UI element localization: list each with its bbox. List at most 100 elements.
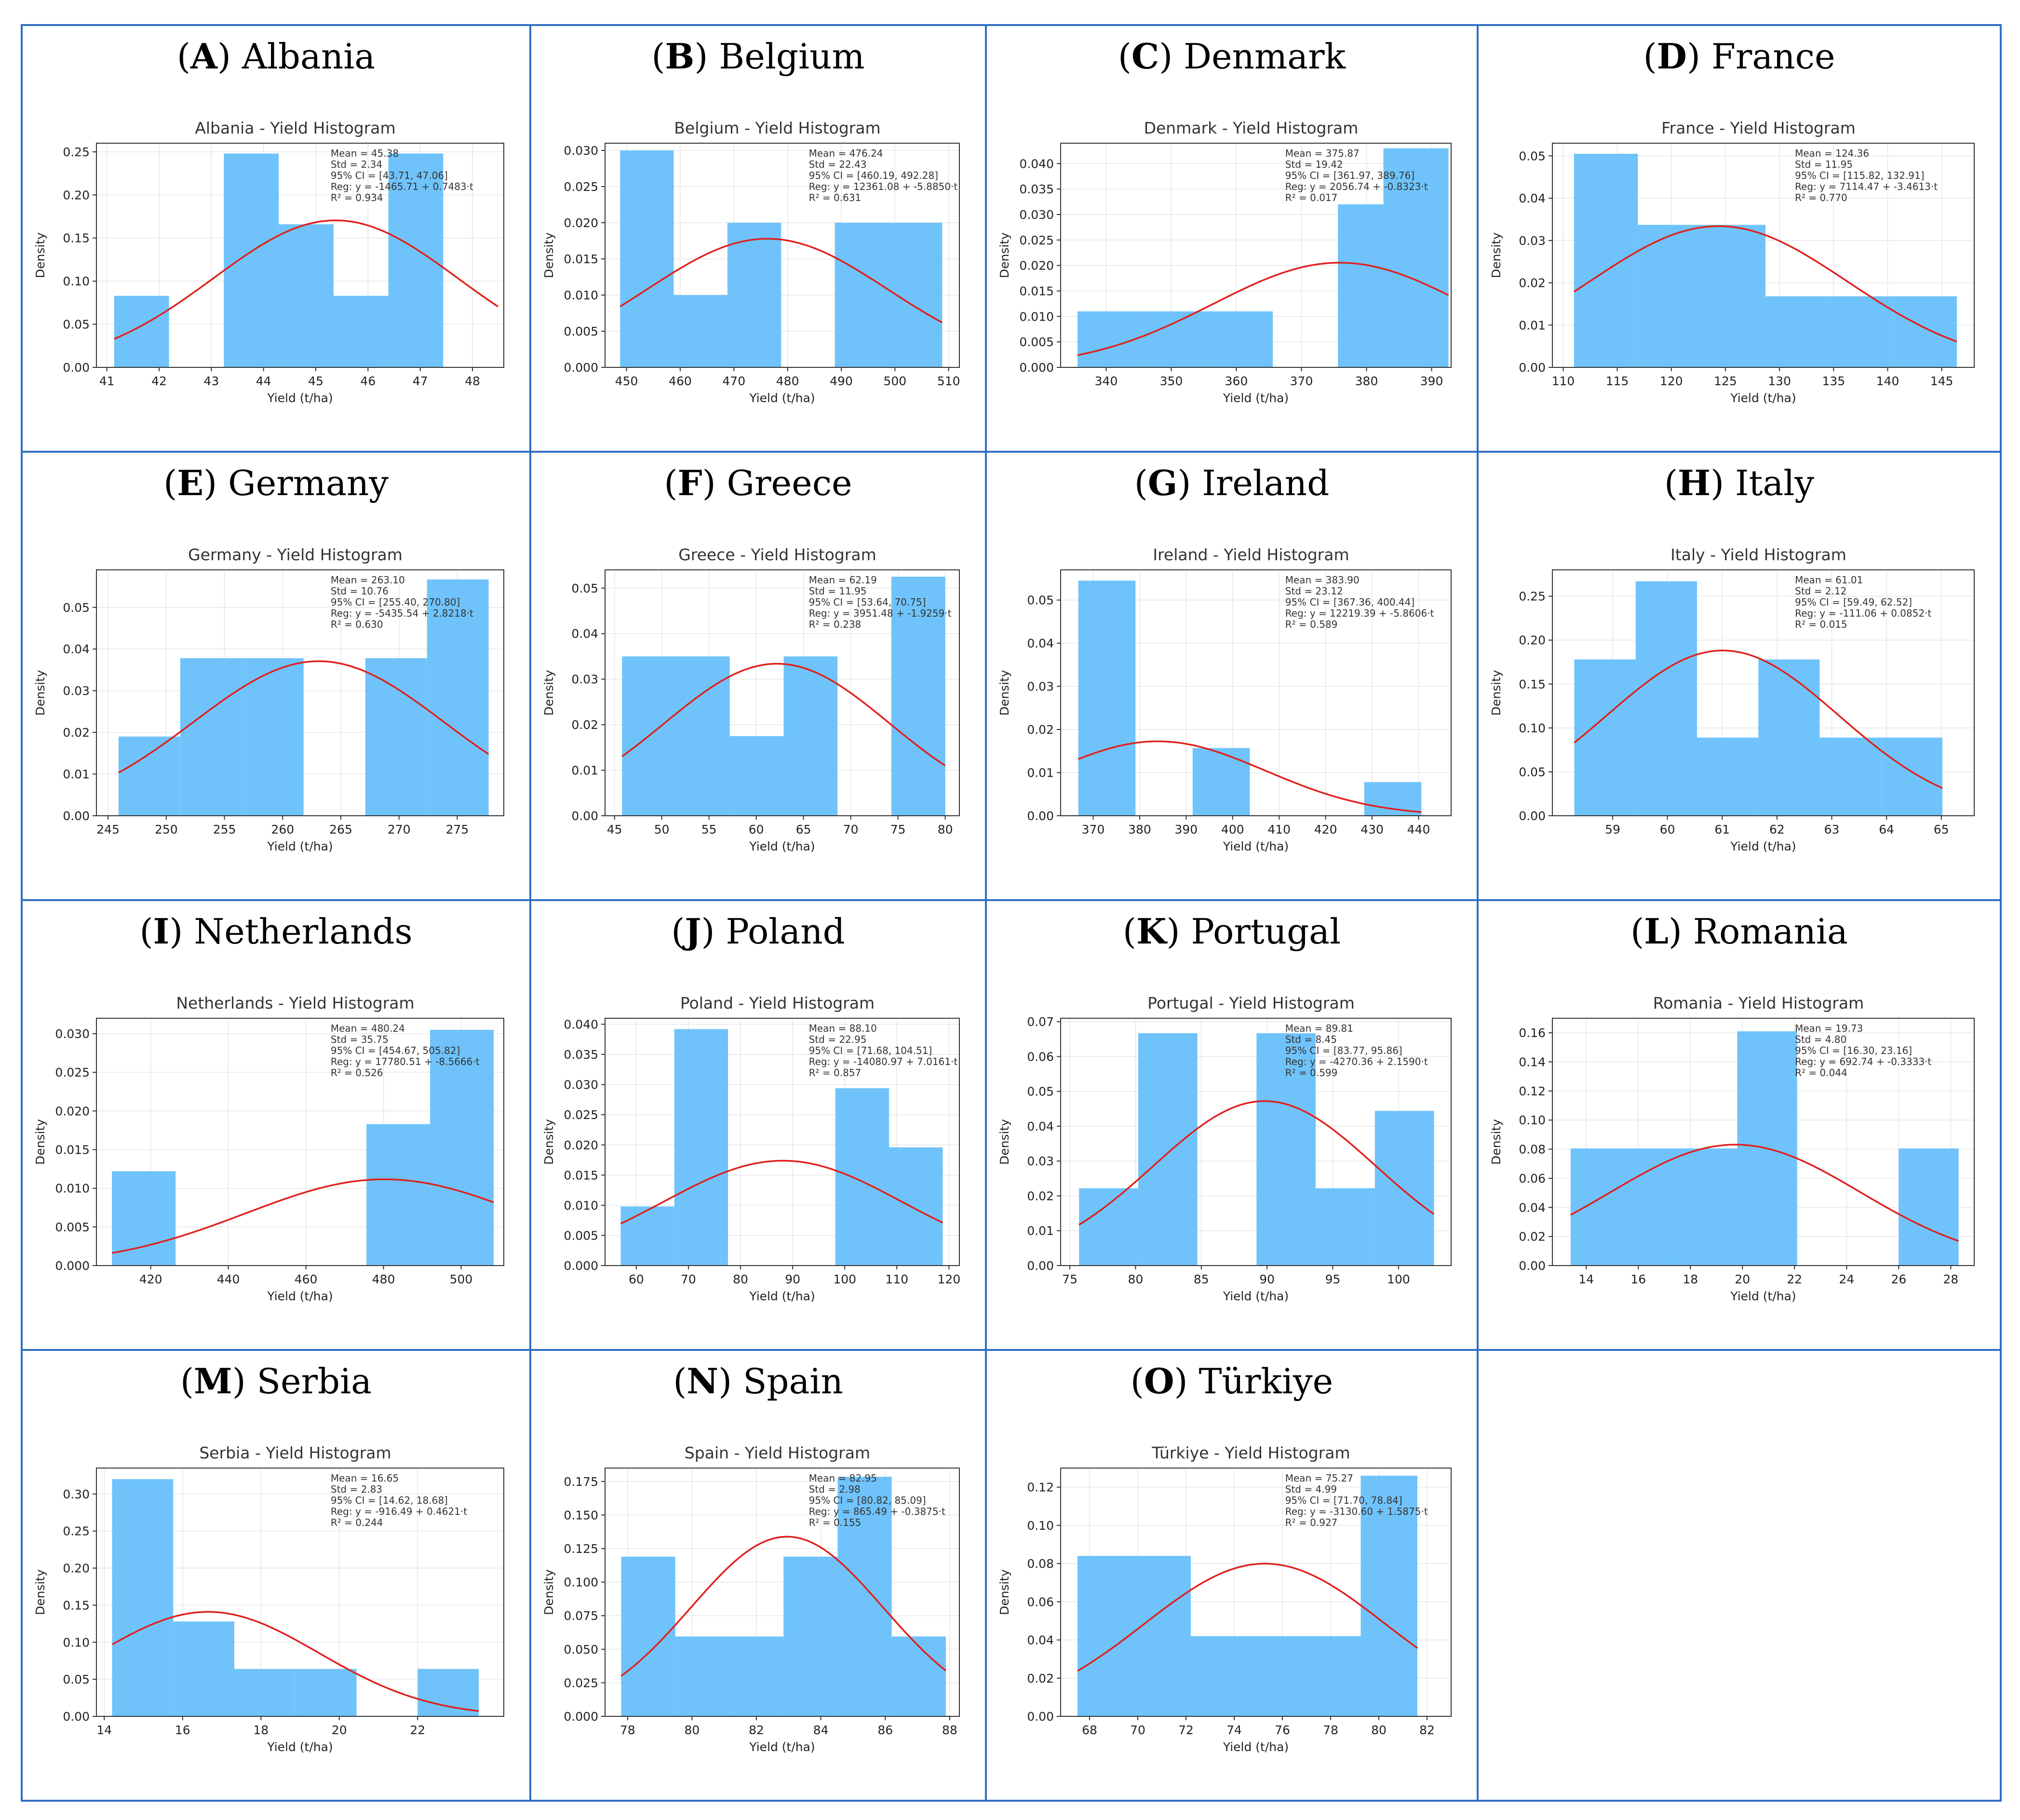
x-tick-label: 420: [1314, 822, 1337, 836]
histogram-bar: [621, 1556, 675, 1716]
x-tick-label: 275: [446, 822, 469, 836]
y-tick-label: 0.12: [1027, 1481, 1054, 1495]
panel-letter: D: [1657, 36, 1687, 77]
x-tick-label: 63: [1824, 822, 1840, 836]
y-tick-label: 0.10: [63, 274, 90, 288]
chart-title: Italy - Yield Histogram: [1670, 545, 1846, 564]
panel-letter: B: [665, 36, 694, 77]
histogram-bar: [1899, 1148, 1959, 1266]
y-axis-label: Density: [33, 1119, 47, 1165]
histogram-bars: [1077, 1475, 1417, 1716]
y-tick-label: 0.14: [1519, 1055, 1546, 1069]
chart-title: Greece - Yield Histogram: [678, 545, 876, 564]
y-tick-label: 0.01: [571, 764, 598, 778]
stat-line: R² = 0.934: [331, 192, 383, 203]
stat-line: Reg: y = 12219.39 + -5.8606·t: [1285, 607, 1434, 619]
x-tick-label: 460: [669, 374, 692, 388]
x-axis-label: Yield (t/ha): [749, 1740, 815, 1754]
x-axis-ticks: 59 60 61 62 63 64 65: [1605, 816, 1949, 836]
plot-frame: [605, 569, 960, 816]
histogram-bar: [1697, 737, 1759, 816]
panel-country: ) Portugal: [1167, 911, 1341, 952]
y-tick-label: 0.010: [55, 1182, 90, 1196]
x-tick-label: 64: [1879, 822, 1894, 836]
histogram-bar: [1680, 1148, 1737, 1266]
panel-paren-open: (: [177, 36, 190, 77]
histogram-bar: [1765, 296, 1830, 367]
y-tick-label: 0.005: [55, 1220, 90, 1234]
x-tick-label: 460: [295, 1272, 318, 1286]
histogram-bar: [1383, 148, 1449, 367]
y-tick-label: 0.02: [1519, 1230, 1546, 1244]
histogram-bar: [674, 1029, 728, 1266]
plot-frame: [96, 569, 504, 816]
panel-letter: A: [190, 36, 218, 77]
panel-country: ) Albania: [217, 36, 375, 77]
x-tick-label: 100: [833, 1272, 856, 1286]
histogram-bars: [118, 579, 489, 816]
stat-line: Std = 10.76: [331, 585, 389, 597]
stat-line: Mean = 476.24: [809, 148, 883, 159]
plot-frame: [605, 1468, 960, 1717]
y-tick-label: 0.01: [1027, 1224, 1054, 1238]
x-tick-label: 76: [1275, 1723, 1290, 1737]
x-tick-label: 16: [1630, 1272, 1646, 1286]
stat-line: Mean = 19.73: [1795, 1023, 1863, 1034]
stat-line: Mean = 62.19: [809, 574, 877, 586]
panel-letter: M: [194, 1361, 232, 1402]
y-tick-label: 0.12: [1519, 1084, 1546, 1098]
x-tick-label: 340: [1095, 374, 1118, 388]
x-tick-label: 450: [615, 374, 638, 388]
x-tick-label: 18: [253, 1723, 269, 1737]
stat-line: 95% CI = [80.82, 85.09]: [809, 1495, 926, 1506]
plot-frame: [1060, 1018, 1452, 1266]
normal-fit-curve: [1077, 740, 1422, 813]
panel-heading: (C) Denmark: [1118, 36, 1347, 77]
histogram-bar: [1701, 225, 1765, 367]
stat-line: Std = 2.83: [331, 1483, 382, 1495]
y-tick-label: 0.05: [1519, 149, 1546, 163]
x-tick-label: 20: [332, 1723, 347, 1737]
chart-title: Poland - Yield Histogram: [680, 994, 875, 1012]
x-tick-label: 250: [155, 822, 178, 836]
chart-title: France - Yield Histogram: [1661, 119, 1856, 137]
histogram-bar: [114, 296, 169, 367]
x-axis-label: Yield (t/ha): [267, 391, 333, 405]
chart-title: Netherlands - Yield Histogram: [176, 994, 414, 1012]
y-axis-ticks: 0.00 0.01 0.02 0.03 0.04 0.05: [1519, 149, 1552, 375]
histogram-bar: [234, 1669, 296, 1716]
stat-line: R² = 0.631: [809, 192, 862, 203]
y-tick-label: 0.05: [1027, 593, 1054, 607]
stat-line: Reg: y = -14080.97 + 7.0161·t: [809, 1056, 958, 1067]
histogram-bar: [1360, 1475, 1417, 1716]
y-tick-label: 0.05: [63, 1672, 90, 1686]
panel-heading: (L) Romania: [1630, 911, 1848, 952]
histogram-bars: [1574, 153, 1957, 367]
x-axis-ticks: 45 50 55 60 65 70 75 80: [607, 816, 953, 836]
chart-title: Portugal - Yield Histogram: [1147, 994, 1355, 1012]
stat-line: 95% CI = [460.19, 492.28]: [809, 170, 938, 181]
x-tick-label: 78: [1323, 1723, 1338, 1737]
histogram-bar: [783, 1556, 838, 1716]
x-tick-label: 80: [938, 822, 953, 836]
x-tick-label: 125: [1714, 374, 1737, 388]
x-tick-label: 410: [1267, 822, 1291, 836]
stat-line: R² = 0.244: [331, 1517, 383, 1528]
stat-line: R² = 0.599: [1285, 1067, 1338, 1079]
x-tick-label: 41: [99, 374, 115, 388]
y-tick-label: 0.125: [564, 1542, 598, 1556]
y-tick-label: 0.04: [1519, 1200, 1546, 1214]
x-tick-label: 500: [884, 374, 907, 388]
histogram-bar: [891, 577, 945, 816]
stat-line: Std = 23.12: [1285, 585, 1343, 597]
histogram-bars: [112, 1030, 494, 1266]
x-tick-label: 75: [1062, 1272, 1077, 1286]
x-tick-label: 50: [654, 822, 670, 836]
y-tick-label: 0.015: [564, 1168, 598, 1182]
stat-line: R² = 0.927: [1285, 1517, 1338, 1528]
